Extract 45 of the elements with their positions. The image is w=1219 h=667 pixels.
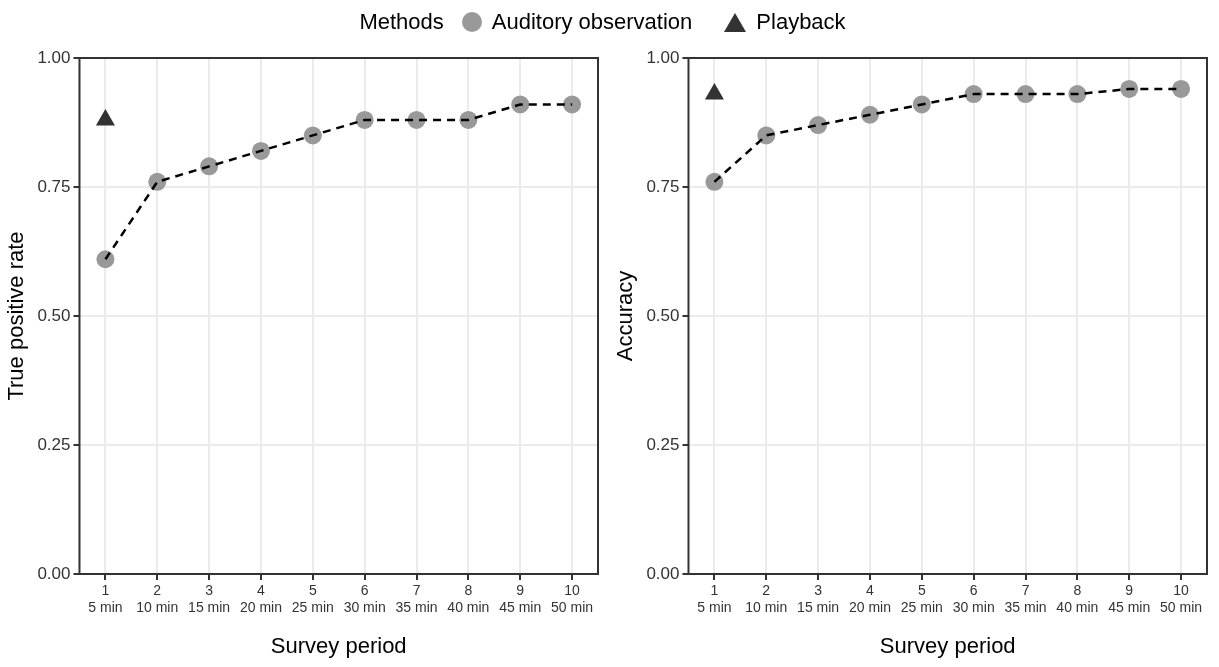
point [912,95,931,114]
y-tick-label: 1.00 [37,47,71,67]
x-tick-label: 1 5 min [697,582,732,616]
x-tick-label: 4 20 min [848,582,891,616]
legend-title: Methods [359,9,444,35]
point [1068,85,1087,104]
x-tick-label: 9 45 min [499,582,542,616]
y-tick-label: 0.75 [37,176,71,196]
x-tick-label: 3 15 min [797,582,840,616]
x-tick-label: 8 40 min [1056,582,1099,616]
y-tick-label: 0.00 [646,563,680,583]
y-tick-label: 0.75 [646,176,680,196]
x-axis-title: Survey period [879,632,1016,658]
x-tick-label: 5 25 min [291,582,334,616]
point [355,110,374,129]
x-tick-label: 2 10 min [745,582,788,616]
point [563,95,582,114]
x-tick-label: 4 20 min [239,582,282,616]
x-tick-label: 5 25 min [900,582,943,616]
y-tick-label: 0.50 [646,305,680,325]
point [251,141,270,160]
legend-label: Playback [756,9,846,35]
x-tick-label: 6 30 min [343,582,386,616]
x-tick-label: 6 30 min [952,582,995,616]
y-tick-label: 0.50 [37,305,71,325]
x-tick-label: 9 45 min [1108,582,1151,616]
x-tick-label: 1 5 min [88,582,123,616]
y-axis-title: Accuracy [612,270,638,362]
y-tick-label: 0.00 [37,563,71,583]
x-axis-title: Survey period [270,632,407,658]
point [407,110,426,129]
x-tick-label: 10 50 min [1160,582,1203,616]
legend-label: Auditory observation [491,9,693,35]
x-tick-label: 7 35 min [395,582,438,616]
x-tick-label: 2 10 min [136,582,179,616]
x-tick-label: 8 40 min [447,582,490,616]
y-tick-label: 1.00 [646,47,680,67]
y-tick-label: 0.25 [37,434,71,454]
y-tick-label: 0.25 [646,434,680,454]
point [1120,79,1139,98]
y-axis-title: True positive rate [3,231,29,401]
x-tick-label: 10 50 min [551,582,594,616]
x-tick-label: 3 15 min [188,582,231,616]
x-tick-label: 7 35 min [1004,582,1047,616]
point [1172,79,1191,98]
